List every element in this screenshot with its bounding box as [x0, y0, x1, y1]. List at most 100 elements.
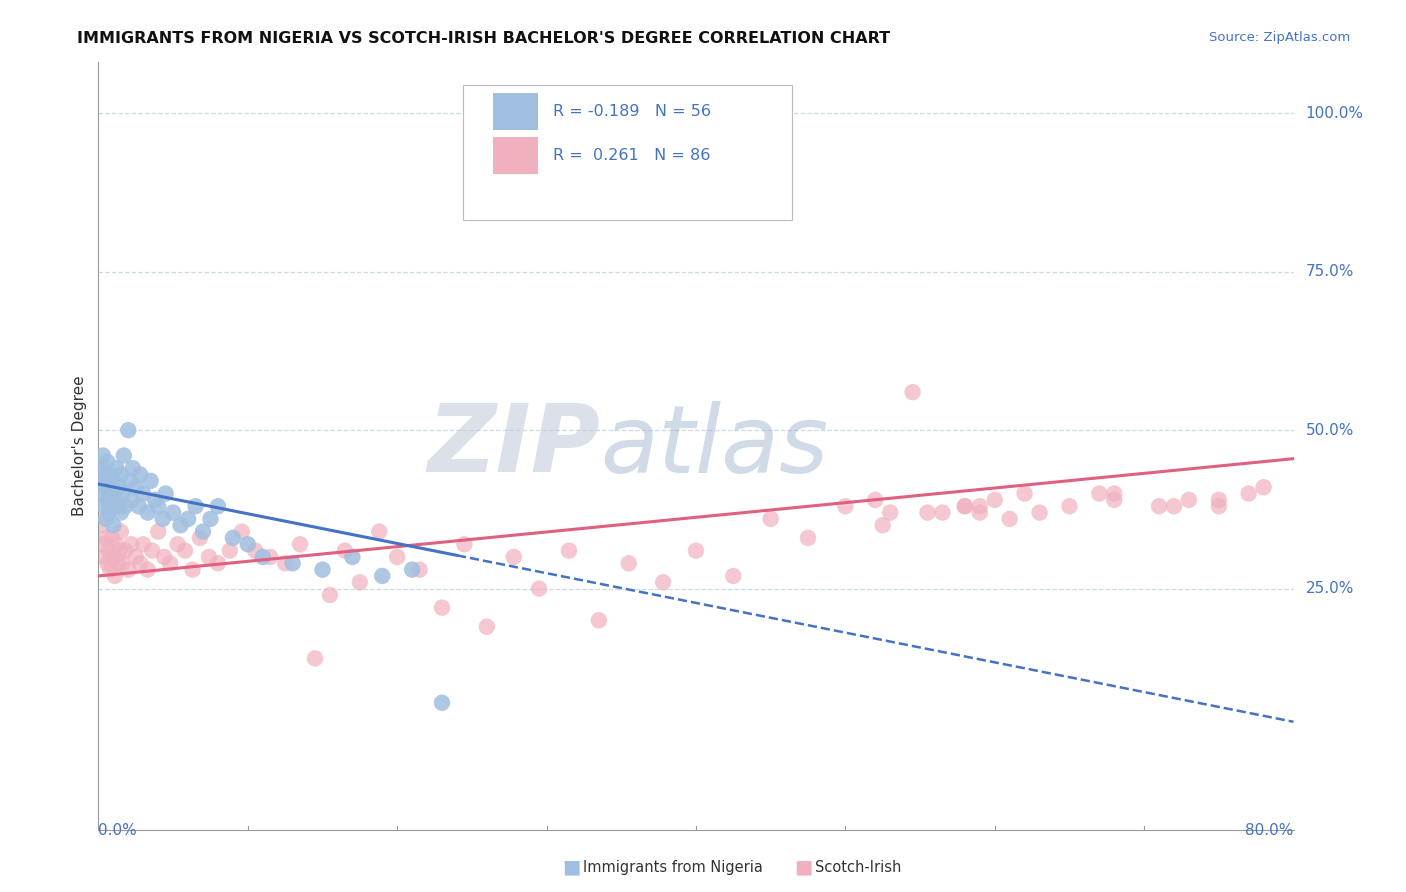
Point [1208, 500, 1230, 514]
Point [797, 531, 820, 545]
Text: 75.0%: 75.0% [1306, 264, 1354, 279]
Point [125, 549, 148, 564]
Point [117, 563, 139, 577]
Point [118, 474, 141, 488]
Point [93, 467, 115, 482]
Point [148, 500, 170, 514]
Point [114, 500, 136, 514]
Point [1178, 492, 1201, 507]
Point [101, 486, 124, 500]
Point [103, 549, 125, 564]
Point [558, 543, 581, 558]
Point [107, 556, 129, 570]
Text: 25.0%: 25.0% [1306, 582, 1354, 596]
Bar [494, 136, 538, 174]
Point [98, 500, 122, 514]
Text: ZIP: ZIP [427, 400, 600, 492]
Point [368, 524, 391, 539]
Point [93, 500, 115, 514]
Point [105, 537, 128, 551]
Point [872, 518, 894, 533]
Point [879, 506, 901, 520]
Point [984, 492, 1007, 507]
Point [1088, 486, 1111, 500]
Point [103, 518, 125, 533]
Point [166, 537, 188, 551]
Point [139, 474, 162, 488]
Text: R = -0.189   N = 56: R = -0.189 N = 56 [553, 104, 710, 119]
Point [231, 524, 253, 539]
Point [188, 531, 211, 545]
Bar [494, 93, 538, 130]
Text: Source: ZipAtlas.com: Source: ZipAtlas.com [1209, 31, 1350, 45]
Point [98, 563, 122, 577]
Point [155, 486, 177, 500]
Point [617, 556, 640, 570]
Point [236, 537, 259, 551]
Point [1237, 486, 1260, 500]
Point [148, 524, 170, 539]
Point [97, 506, 120, 520]
Point [120, 492, 142, 507]
Point [141, 543, 163, 558]
Point [153, 549, 176, 564]
Point [931, 506, 953, 520]
Point [1059, 500, 1081, 514]
Point [281, 556, 304, 570]
Text: R =  0.261   N = 86: R = 0.261 N = 86 [553, 148, 710, 162]
Point [107, 500, 129, 514]
Point [98, 467, 122, 482]
Point [91, 486, 114, 500]
Point [834, 500, 856, 514]
Point [1028, 506, 1050, 520]
Point [652, 575, 675, 590]
Point [181, 563, 204, 577]
Point [120, 537, 142, 551]
Point [110, 506, 132, 520]
Point [408, 563, 430, 577]
Point [96, 556, 118, 570]
Point [207, 556, 229, 570]
Point [136, 563, 159, 577]
Point [110, 524, 132, 539]
Point [103, 474, 125, 488]
Point [917, 506, 939, 520]
Point [198, 549, 221, 564]
Point [191, 524, 214, 539]
Point [129, 467, 152, 482]
Point [97, 480, 120, 494]
Point [588, 613, 610, 627]
Point [207, 500, 229, 514]
Point [152, 512, 174, 526]
Point [1104, 492, 1126, 507]
Point [94, 480, 117, 494]
Point [953, 500, 976, 514]
Point [527, 582, 550, 596]
Point [998, 512, 1021, 526]
Point [159, 556, 181, 570]
Point [304, 651, 326, 665]
Point [430, 696, 453, 710]
Point [93, 549, 115, 564]
Text: 0.0%: 0.0% [98, 823, 138, 838]
Point [94, 512, 117, 526]
Point [865, 492, 887, 507]
Point [143, 492, 166, 507]
Text: 80.0%: 80.0% [1246, 823, 1294, 838]
Point [174, 543, 197, 558]
Point [385, 549, 409, 564]
Point [349, 575, 371, 590]
Point [969, 506, 991, 520]
Point [219, 543, 242, 558]
Point [401, 563, 423, 577]
Point [169, 518, 191, 533]
Point [371, 569, 394, 583]
Point [311, 563, 333, 577]
Point [1147, 500, 1170, 514]
Point [132, 486, 155, 500]
Point [953, 500, 976, 514]
Point [117, 423, 139, 437]
Point [111, 556, 134, 570]
Point [245, 543, 267, 558]
Point [90, 461, 112, 475]
